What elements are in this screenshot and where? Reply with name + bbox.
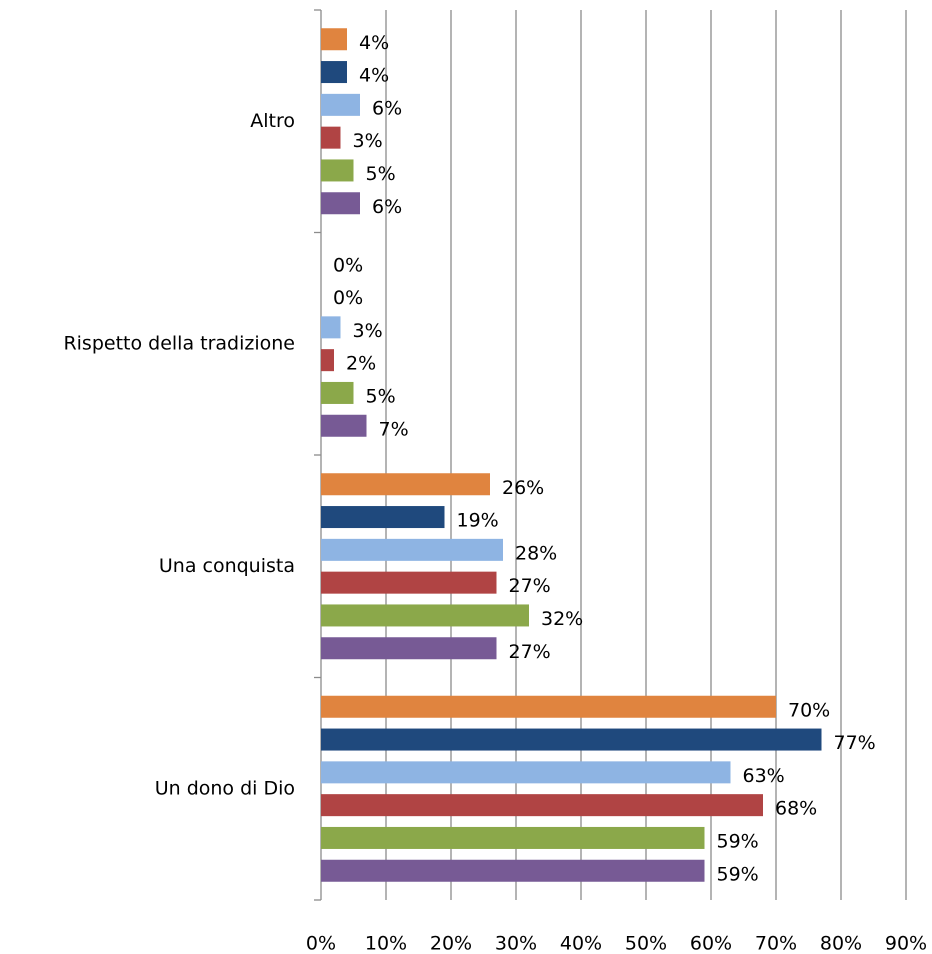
- bar: [321, 349, 334, 372]
- value-label: 59%: [717, 863, 759, 885]
- value-label: 70%: [788, 699, 830, 721]
- value-label: 0%: [333, 287, 363, 309]
- bar: [321, 604, 529, 627]
- value-label: 19%: [457, 510, 499, 532]
- value-label: 28%: [515, 542, 557, 564]
- bar: [321, 192, 360, 215]
- bar: [321, 381, 354, 404]
- value-label: 26%: [502, 477, 544, 499]
- value-label: 27%: [509, 641, 551, 663]
- x-tick-label: 40%: [560, 933, 602, 954]
- value-label: 3%: [353, 320, 383, 342]
- x-tick-label: 10%: [365, 933, 407, 954]
- x-tick-label: 50%: [625, 933, 667, 954]
- bar: [321, 859, 705, 882]
- bar: [321, 414, 367, 437]
- value-label: 5%: [366, 385, 396, 407]
- value-label: 68%: [775, 798, 817, 820]
- value-label: 77%: [834, 732, 876, 754]
- x-tick-label: 60%: [690, 933, 732, 954]
- x-tick-label: 80%: [820, 933, 862, 954]
- bar: [321, 473, 490, 496]
- bar: [321, 159, 354, 182]
- bar: [321, 538, 503, 561]
- x-tick-label: 70%: [755, 933, 797, 954]
- y-tick-label: Un dono di Dio: [155, 777, 295, 799]
- value-label: 4%: [359, 65, 389, 87]
- value-label: 5%: [366, 163, 396, 185]
- bar: [321, 316, 341, 339]
- bar: [321, 637, 497, 660]
- x-tick-label: 90%: [885, 933, 927, 954]
- y-tick-label: Rispetto della tradizione: [63, 332, 295, 354]
- bar: [321, 93, 360, 116]
- bar: [321, 506, 445, 529]
- value-label: 7%: [379, 418, 409, 440]
- value-label: 59%: [717, 830, 759, 852]
- bar: [321, 826, 705, 849]
- bar: [321, 695, 776, 718]
- value-label: 3%: [353, 130, 383, 152]
- bar: [321, 728, 822, 751]
- value-label: 0%: [333, 254, 363, 276]
- bar: [321, 571, 497, 594]
- value-label: 6%: [372, 97, 402, 119]
- bar: [321, 28, 347, 51]
- value-label: 63%: [743, 765, 785, 787]
- bar: [321, 794, 763, 817]
- y-tick-label: Una conquista: [159, 555, 295, 577]
- x-tick-label: 0%: [306, 933, 336, 954]
- bar: [321, 761, 731, 784]
- value-label: 32%: [541, 608, 583, 630]
- value-label: 2%: [346, 353, 376, 375]
- bar: [321, 61, 347, 84]
- bar: [321, 126, 341, 149]
- value-label: 27%: [509, 575, 551, 597]
- x-tick-label: 30%: [495, 933, 537, 954]
- y-tick-label: Altro: [250, 110, 295, 132]
- x-tick-label: 20%: [430, 933, 472, 954]
- value-label: 6%: [372, 196, 402, 218]
- value-label: 4%: [359, 32, 389, 54]
